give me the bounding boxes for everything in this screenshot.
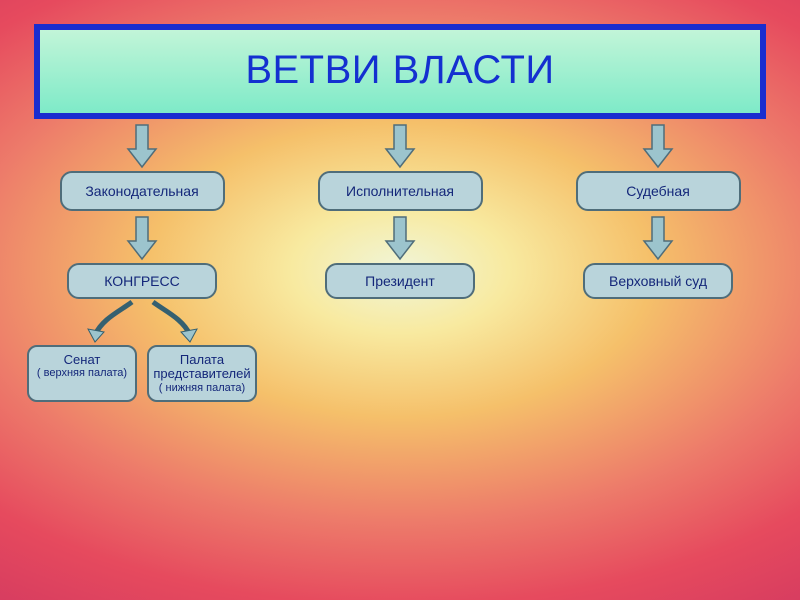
body-label: Президент: [365, 273, 435, 289]
branch-node: Судебная: [576, 171, 741, 211]
branch-label: Судебная: [626, 183, 690, 199]
arrow-down-icon: [126, 123, 158, 169]
chamber-sub: ( верхняя палата): [33, 367, 131, 379]
body-label: КОНГРЕСС: [104, 273, 179, 289]
arrow-down-icon: [126, 215, 158, 261]
branch-legislative: Законодательная КОНГРЕСС Сенат ( верхняя…: [42, 119, 242, 402]
branches-row: Законодательная КОНГРЕСС Сенат ( верхняя…: [34, 119, 766, 402]
branch-node: Исполнительная: [318, 171, 483, 211]
branch-label: Законодательная: [85, 183, 198, 199]
body-node: Президент: [325, 263, 475, 299]
arrow-down-icon: [384, 123, 416, 169]
arrow-down-icon: [384, 215, 416, 261]
branch-label: Исполнительная: [346, 183, 454, 199]
curve-split-icon: [60, 299, 225, 345]
arrow-down-icon: [642, 215, 674, 261]
chamber-house: Палата представителей ( нижняя палата): [147, 345, 257, 402]
chamber-title: Палата представителей: [153, 353, 251, 382]
chamber-title: Сенат: [33, 353, 131, 367]
chambers-row: Сенат ( верхняя палата) Палата представи…: [27, 345, 257, 402]
split-connector: [60, 299, 225, 345]
title-box: ВЕТВИ ВЛАСТИ: [34, 24, 766, 119]
body-label: Верховный суд: [609, 273, 707, 289]
branch-node: Законодательная: [60, 171, 225, 211]
chamber-sub: ( нижняя палата): [153, 382, 251, 394]
body-node: КОНГРЕСС: [67, 263, 217, 299]
chamber-senate: Сенат ( верхняя палата): [27, 345, 137, 402]
branch-judicial: Судебная Верховный суд: [558, 119, 758, 402]
branch-executive: Исполнительная Президент: [300, 119, 500, 402]
body-node: Верховный суд: [583, 263, 733, 299]
arrow-down-icon: [642, 123, 674, 169]
title-text: ВЕТВИ ВЛАСТИ: [245, 48, 554, 92]
